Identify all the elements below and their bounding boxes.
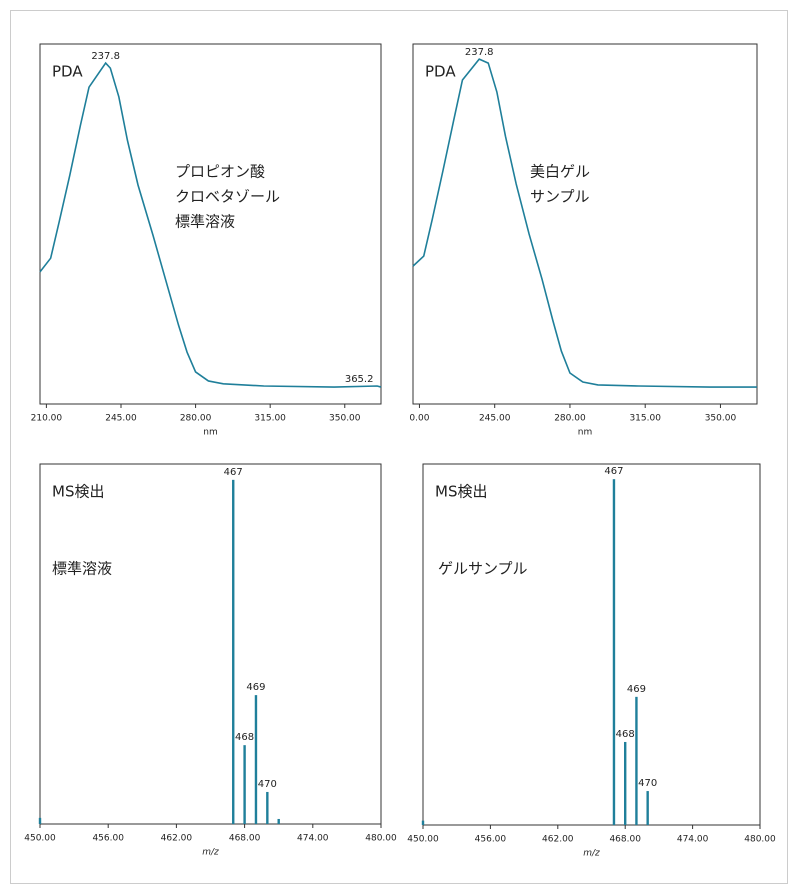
x-tick-label: 468.00 (609, 835, 641, 845)
x-tick-label: 315.00 (254, 414, 286, 424)
panel-title: MS検出 (52, 483, 104, 501)
x-axis-label: nm (203, 428, 217, 438)
spectrum-line (412, 58, 757, 388)
note: 標準溶液 (175, 213, 235, 231)
x-tick-label: 0.00 (409, 414, 429, 424)
peak-label: 467 (224, 467, 243, 478)
x-axis-label: nm (578, 428, 592, 438)
note: クロベタゾール (175, 188, 280, 206)
x-tick-label: 462.00 (161, 834, 193, 844)
peak-label: 469 (246, 682, 265, 693)
panel-title: PDA (425, 63, 456, 81)
peak-bar (635, 696, 638, 825)
plot-area (39, 463, 382, 825)
x-tick-label: 462.00 (542, 835, 574, 845)
note: 標準溶液 (52, 560, 112, 578)
peak-label: 470 (638, 778, 657, 789)
x-axis-label: m/z (583, 849, 600, 859)
x-tick-label: 474.00 (297, 834, 329, 844)
peak-bar (254, 695, 258, 824)
spectrum-line (39, 61, 382, 388)
x-tick-label: 210.00 (31, 414, 63, 424)
point-label: 365.2 (345, 374, 374, 385)
plot-area (422, 463, 761, 826)
x-tick-label: 480.00 (744, 835, 776, 845)
peak-bar (232, 479, 235, 824)
peak-bar (243, 745, 246, 824)
panel-title: PDA (52, 63, 83, 81)
x-tick-label: 245.00 (105, 414, 137, 424)
point-label: 237.8 (465, 47, 494, 58)
note: プロピオン酸 (175, 163, 265, 181)
x-tick-label: 450.00 (24, 834, 56, 844)
x-tick-label: 280.00 (554, 414, 586, 424)
peak-bar (277, 818, 280, 824)
x-tick-label: 315.00 (629, 414, 661, 424)
x-tick-label: 245.00 (479, 414, 511, 424)
x-tick-label: 350.00 (705, 414, 737, 424)
peak-bar (266, 791, 269, 824)
x-tick-label: 350.00 (329, 414, 361, 424)
x-axis-label: m/z (202, 848, 219, 858)
peak-bar (624, 741, 627, 825)
peak-label: 470 (258, 779, 277, 790)
peak-label: 469 (627, 684, 646, 695)
peak-label: 468 (235, 732, 254, 743)
panel-title: MS検出 (435, 483, 487, 501)
point-label: 237.8 (91, 51, 120, 62)
plot-area (39, 43, 382, 405)
x-tick-label: 280.00 (180, 414, 212, 424)
note: 美白ゲル (530, 163, 590, 181)
peak-bar (646, 791, 649, 825)
x-tick-label: 450.00 (407, 835, 439, 845)
peak-label: 467 (604, 466, 623, 477)
peak-bar (421, 820, 425, 825)
note: サンプル (530, 188, 590, 206)
frame (10, 10, 788, 884)
x-tick-label: 456.00 (475, 835, 507, 845)
peak-label: 468 (616, 729, 635, 740)
peak-bar (38, 817, 42, 824)
x-tick-label: 468.00 (229, 834, 261, 844)
x-tick-label: 480.00 (365, 834, 397, 844)
x-tick-label: 474.00 (677, 835, 709, 845)
note: ゲルサンプル (438, 560, 528, 578)
plot-area (412, 43, 758, 405)
x-tick-label: 456.00 (92, 834, 124, 844)
peak-bar (612, 479, 616, 825)
